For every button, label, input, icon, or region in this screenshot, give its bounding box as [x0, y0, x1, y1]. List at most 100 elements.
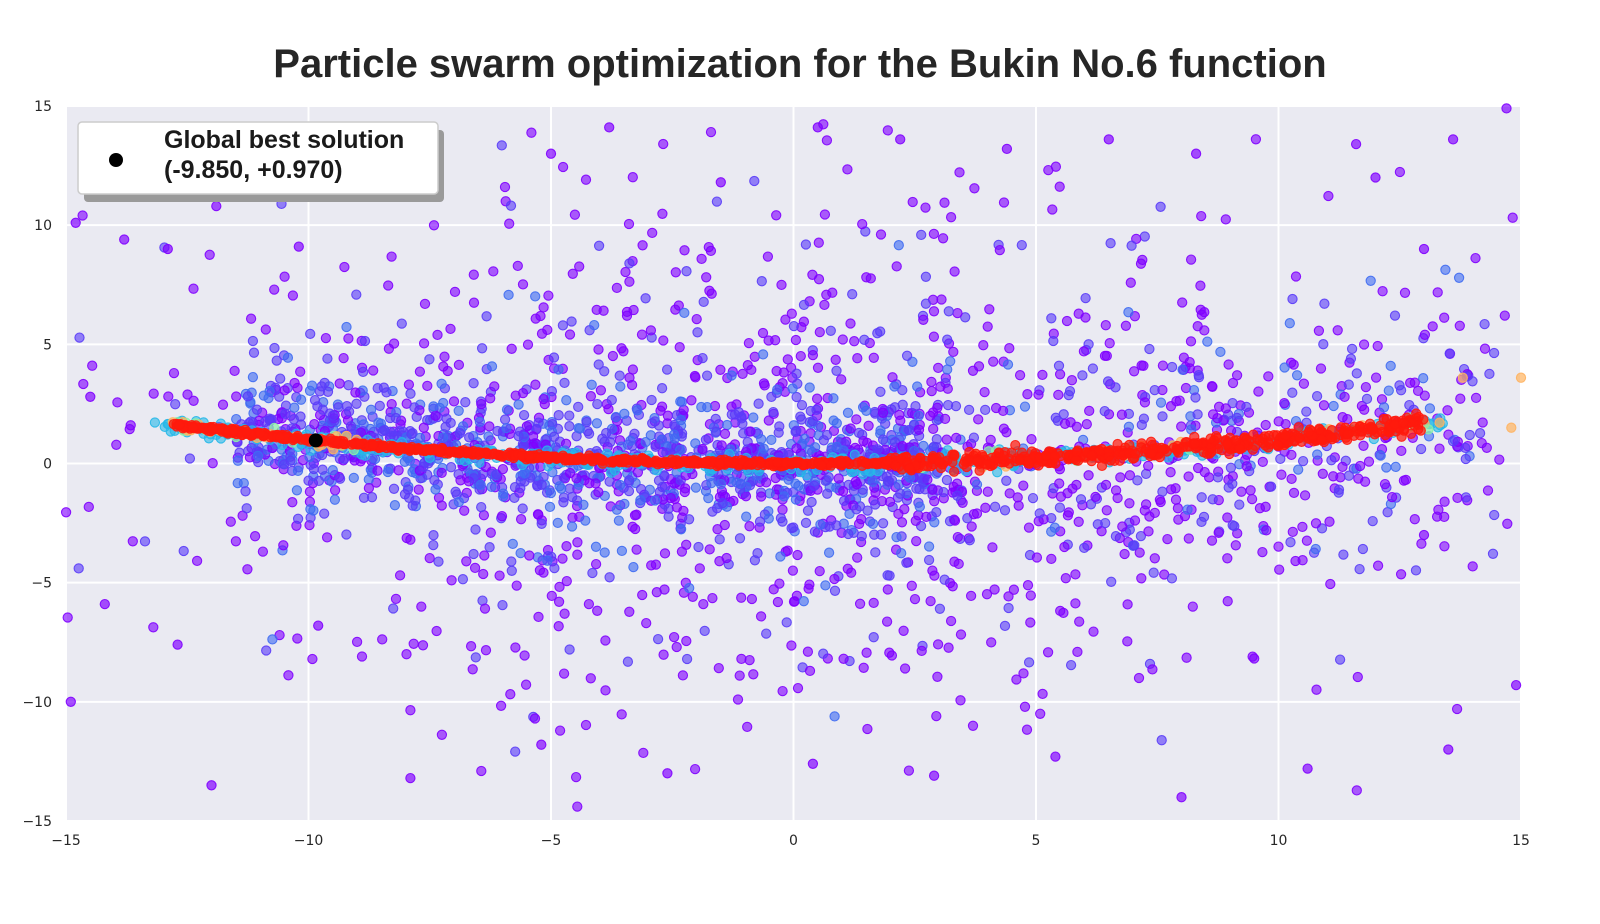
particle-point: [1058, 409, 1069, 420]
particle-point: [907, 196, 918, 208]
particle-point: [875, 386, 886, 397]
particle-point: [852, 552, 863, 563]
particle-point: [454, 428, 466, 439]
particle-point: [906, 580, 917, 591]
particle-point: [701, 370, 713, 381]
particle-point: [927, 484, 938, 495]
particle-point: [252, 450, 264, 462]
particle-point: [641, 617, 652, 629]
particle-point: [512, 260, 523, 272]
particle-point: [546, 386, 558, 397]
particle-point: [1143, 526, 1154, 537]
particle-point: [339, 261, 350, 273]
particle-point: [339, 453, 350, 464]
particle-point: [936, 294, 947, 305]
particle-point: [1260, 419, 1271, 431]
particle-point: [242, 391, 254, 402]
particle-point: [1418, 529, 1430, 541]
particle-point: [764, 488, 775, 499]
particle-point: [211, 200, 222, 212]
particle-point: [628, 561, 639, 573]
particle-point: [341, 529, 352, 540]
particle-point: [631, 509, 642, 520]
particle-point: [1022, 389, 1033, 400]
particle-point: [1063, 389, 1074, 401]
particle-point: [1176, 792, 1187, 803]
particle-point: [923, 554, 935, 566]
particle-point: [1084, 405, 1095, 417]
particle-point: [1257, 546, 1268, 558]
particle-point: [1023, 657, 1035, 668]
particle-point: [650, 441, 661, 452]
particle-point: [386, 251, 397, 262]
particle-point: [825, 325, 836, 336]
particle-point: [322, 353, 333, 364]
particle-point: [998, 423, 1010, 434]
particle-point: [802, 646, 814, 657]
particle-point: [1378, 402, 1390, 413]
particle-point: [816, 460, 827, 471]
particle-point: [217, 399, 229, 410]
particle-point: [351, 398, 362, 409]
particle-point: [771, 210, 782, 221]
particle-point: [1285, 537, 1296, 548]
particle-point: [1033, 389, 1044, 400]
particle-point: [857, 218, 868, 230]
particle-point: [1059, 541, 1070, 553]
particle-point: [1502, 518, 1513, 529]
particle-point: [1182, 504, 1193, 515]
particle-point: [1315, 363, 1327, 374]
particle-point: [1434, 443, 1445, 454]
particle-point: [517, 279, 529, 290]
particle-point: [613, 515, 625, 526]
particle-point: [373, 417, 384, 428]
particle-point: [1297, 521, 1308, 533]
particle-point: [627, 364, 639, 375]
particle-point: [446, 575, 457, 586]
particle-point: [622, 656, 634, 667]
particle-point: [811, 393, 823, 404]
particle-point: [901, 350, 913, 361]
particle-point: [971, 479, 983, 490]
particle-point: [1027, 492, 1039, 504]
particle-point: [843, 528, 854, 540]
particle-point: [368, 365, 379, 376]
particle-point: [168, 367, 180, 379]
particle-point: [1071, 421, 1082, 432]
particle-point: [1183, 533, 1194, 544]
particle-point: [343, 333, 354, 344]
particle-point: [1383, 385, 1394, 396]
particle-point: [591, 418, 603, 429]
legend-marker-global-best: [109, 153, 123, 167]
particle-point: [919, 473, 930, 484]
particle-point: [486, 361, 498, 372]
particle-point: [275, 373, 286, 384]
particle-point: [450, 486, 461, 497]
particle-point: [697, 352, 708, 364]
particle-point: [416, 601, 427, 612]
particle-point: [1427, 321, 1438, 332]
particle-point: [703, 492, 714, 504]
particle-point: [1231, 412, 1243, 424]
particle-point: [372, 383, 383, 394]
particle-point: [776, 279, 787, 291]
particle-point: [742, 360, 753, 371]
particle-point: [813, 237, 824, 248]
particle-point: [681, 266, 692, 277]
particle-point: [1016, 239, 1027, 251]
particle-point: [862, 723, 873, 735]
particle-point: [1297, 555, 1308, 566]
particle-point: [887, 372, 898, 383]
particle-point: [800, 239, 812, 250]
particle-point: [948, 449, 960, 460]
particle-point: [1507, 212, 1518, 223]
particle-point: [942, 334, 953, 345]
particle-point: [851, 504, 862, 515]
particle-point: [877, 518, 889, 529]
particle-point: [1499, 310, 1510, 321]
particle-point: [506, 565, 517, 576]
particle-point: [279, 459, 290, 470]
particle-point: [148, 388, 159, 399]
particle-point: [871, 459, 883, 470]
particle-point: [920, 298, 932, 309]
